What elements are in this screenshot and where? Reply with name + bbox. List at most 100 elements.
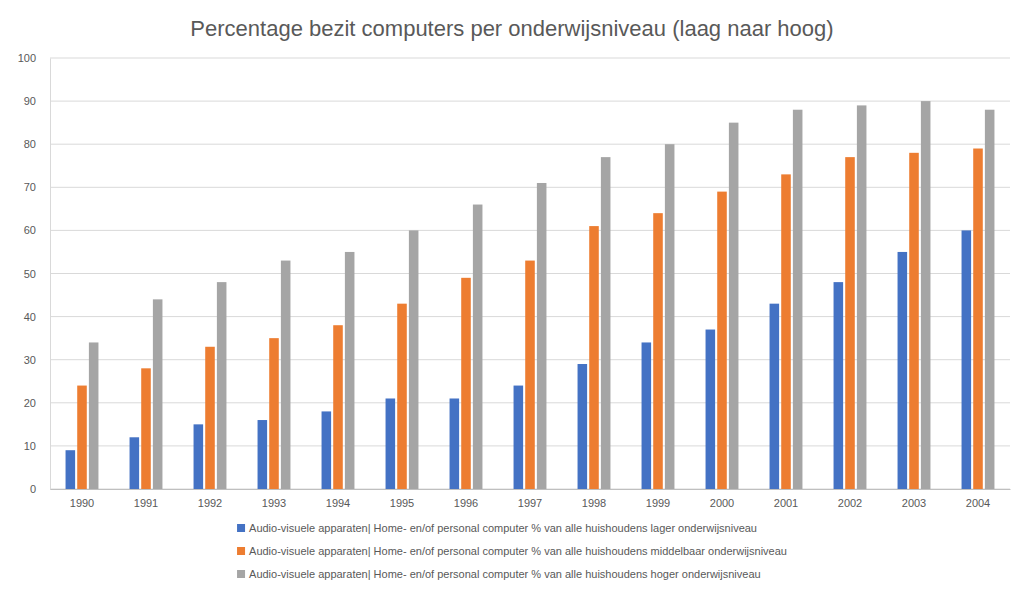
tick-label: 1993	[262, 497, 286, 509]
tick-label: 80	[24, 138, 36, 150]
bar	[386, 398, 396, 489]
bar	[962, 230, 972, 489]
tick: 1998	[582, 497, 606, 509]
bar	[909, 153, 919, 489]
bar	[217, 282, 227, 489]
tick-label: 0	[30, 483, 36, 495]
tick: 10	[24, 440, 50, 452]
tick-label: 1998	[582, 497, 606, 509]
tick-label: 2004	[966, 497, 990, 509]
tick: 2004	[966, 497, 990, 509]
tick-label: 10	[24, 440, 36, 452]
tick: 1991	[134, 497, 158, 509]
bars	[66, 101, 995, 489]
tick: 80	[24, 138, 50, 150]
tick: 0	[30, 483, 50, 495]
bar	[194, 424, 204, 489]
bar	[514, 386, 524, 489]
bar	[66, 450, 76, 489]
tick-label: 20	[24, 397, 36, 409]
tick-label: 90	[24, 95, 36, 107]
tick-label: 100	[18, 52, 36, 64]
plot: 0102030405060708090100199019911992199319…	[18, 52, 1011, 509]
bar	[258, 420, 268, 489]
tick: 1994	[326, 497, 350, 509]
tick: 100	[18, 52, 50, 64]
tick-label: 1991	[134, 497, 158, 509]
bar	[397, 304, 407, 489]
x-axis: 1990199119921993199419951996199719981999…	[51, 490, 1011, 509]
bar	[642, 342, 652, 489]
bar	[770, 304, 780, 489]
bar	[985, 110, 995, 489]
tick-label: 40	[24, 311, 36, 323]
bar	[601, 157, 611, 489]
tick: 1992	[198, 497, 222, 509]
grid-line	[50, 58, 1010, 59]
tick: 1996	[454, 497, 478, 509]
tick: 1993	[262, 497, 286, 509]
bar	[653, 213, 663, 489]
bar	[781, 174, 791, 489]
y-axis: 0102030405060708090100	[18, 52, 51, 495]
legend-item: Audio-visuele apparaten| Home- en/of per…	[237, 545, 787, 557]
bar	[834, 282, 844, 489]
bar	[345, 252, 355, 489]
legend: Audio-visuele apparaten| Home- en/of per…	[237, 522, 787, 580]
tick: 90	[24, 95, 50, 107]
series	[89, 101, 995, 489]
tick-label: 2000	[710, 497, 734, 509]
tick-label: 1996	[454, 497, 478, 509]
tick: 20	[24, 397, 50, 409]
bar	[857, 105, 867, 489]
legend-swatch	[237, 524, 245, 532]
tick-label: 50	[24, 268, 36, 280]
bar	[153, 299, 163, 489]
bar	[322, 411, 332, 489]
bar	[450, 398, 460, 489]
bar	[729, 123, 739, 489]
tick: 1990	[70, 497, 94, 509]
axis-line	[51, 489, 1011, 490]
bar	[205, 347, 215, 489]
bar	[578, 364, 588, 489]
bar	[717, 192, 727, 489]
bar	[921, 101, 931, 489]
title: Percentage bezit computers per onderwijs…	[190, 16, 833, 41]
bar	[409, 230, 419, 489]
series	[77, 149, 983, 489]
tick-label: 2001	[774, 497, 798, 509]
bar	[269, 338, 279, 489]
bar	[141, 368, 151, 489]
bar	[589, 226, 599, 489]
series	[66, 230, 972, 489]
legend-item: Audio-visuele apparaten| Home- en/of per…	[237, 568, 761, 580]
bar	[537, 183, 547, 489]
bar	[333, 325, 343, 489]
tick: 2000	[710, 497, 734, 509]
bar	[793, 110, 803, 489]
legend-label: Audio-visuele apparaten| Home- en/of per…	[249, 545, 787, 557]
legend-swatch	[237, 570, 245, 578]
tick: 60	[24, 224, 50, 236]
bar	[665, 144, 675, 489]
legend-label: Audio-visuele apparaten| Home- en/of per…	[249, 522, 757, 534]
tick: 1995	[390, 497, 414, 509]
grid	[50, 58, 1010, 489]
tick: 30	[24, 354, 50, 366]
tick-label: 1999	[646, 497, 670, 509]
bar	[845, 157, 855, 489]
tick-label: 30	[24, 354, 36, 366]
tick-label: 1994	[326, 497, 350, 509]
bar	[973, 149, 983, 489]
legend-swatch	[237, 547, 245, 555]
bar	[525, 261, 535, 489]
bar	[130, 437, 140, 489]
bar	[77, 386, 87, 489]
tick: 50	[24, 268, 50, 280]
axis-line	[50, 59, 51, 490]
tick: 2003	[902, 497, 926, 509]
tick: 2002	[838, 497, 862, 509]
legend-label: Audio-visuele apparaten| Home- en/of per…	[249, 568, 761, 580]
tick-label: 1992	[198, 497, 222, 509]
